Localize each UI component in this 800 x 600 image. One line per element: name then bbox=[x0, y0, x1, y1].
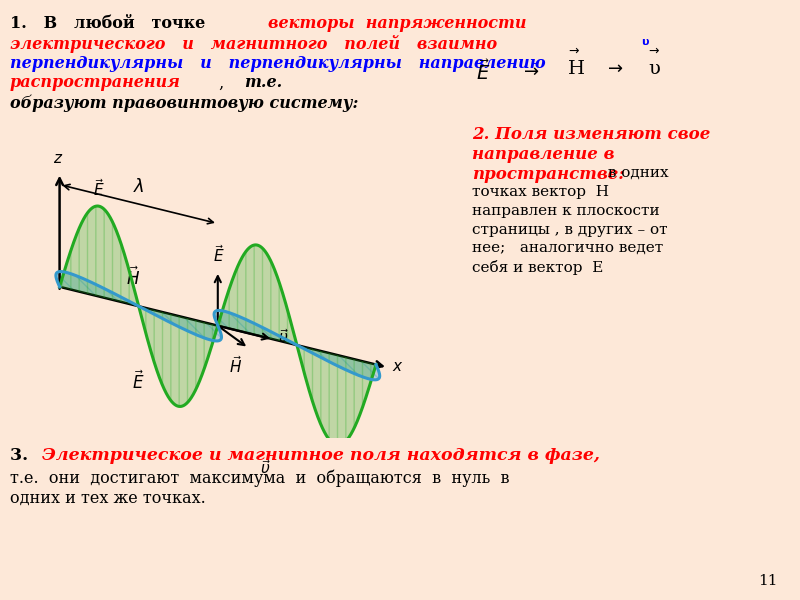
Text: Электрическое и магнитное поля находятся в фазе,: Электрическое и магнитное поля находятся… bbox=[42, 447, 599, 464]
Text: 1.   В   любой   точке: 1. В любой точке bbox=[10, 15, 216, 32]
Text: перпендикулярны   и   перпендикулярны   направлению: перпендикулярны и перпендикулярны направ… bbox=[10, 55, 546, 71]
Text: направлен к плоскости: направлен к плоскости bbox=[472, 204, 660, 218]
Text: x: x bbox=[392, 359, 401, 374]
Text: υ: υ bbox=[648, 60, 660, 78]
Text: $\vec{υ}$: $\vec{υ}$ bbox=[278, 328, 290, 346]
Polygon shape bbox=[59, 206, 138, 306]
Text: страницы , в других – от: страницы , в других – от bbox=[472, 223, 668, 236]
Text: т.е.: т.е. bbox=[244, 74, 282, 91]
Text: векторы  напряженности: векторы напряженности bbox=[268, 15, 526, 32]
Polygon shape bbox=[218, 245, 297, 345]
Text: пространстве:: пространстве: bbox=[472, 166, 625, 182]
Text: 3.: 3. bbox=[10, 447, 34, 464]
Polygon shape bbox=[214, 310, 297, 345]
Text: одних и тех же точках.: одних и тех же точках. bbox=[10, 490, 206, 507]
Text: $\vec{E}$: $\vec{E}$ bbox=[213, 244, 225, 265]
Text: λ: λ bbox=[134, 178, 144, 196]
Text: распространения: распространения bbox=[10, 74, 181, 91]
Text: →: → bbox=[648, 45, 658, 58]
Text: H: H bbox=[568, 60, 585, 78]
Text: →: → bbox=[608, 60, 623, 78]
Text: т.е.  они  достигают  максимума  и  обращаются  в  нуль  в: т.е. они достигают максимума и обращаютс… bbox=[10, 469, 509, 487]
Text: $\vec{E}$: $\vec{E}$ bbox=[94, 178, 105, 199]
Text: электрического   и   магнитного   полей   взаимно: электрического и магнитного полей взаимн… bbox=[10, 35, 497, 53]
Text: υ: υ bbox=[642, 37, 649, 47]
Text: направление в: направление в bbox=[472, 146, 614, 163]
Text: $\vec{E}$: $\vec{E}$ bbox=[476, 60, 490, 84]
Text: нее;   аналогично ведет: нее; аналогично ведет bbox=[472, 241, 663, 255]
Text: →: → bbox=[524, 63, 539, 81]
Text: ,: , bbox=[214, 74, 240, 91]
Text: $\vec{E}$: $\vec{E}$ bbox=[133, 370, 145, 392]
Text: $\vec{H}$: $\vec{H}$ bbox=[229, 355, 242, 376]
Text: →: → bbox=[568, 45, 578, 58]
Text: 2. Поля изменяют свое: 2. Поля изменяют свое bbox=[472, 126, 710, 143]
Text: 11: 11 bbox=[758, 574, 778, 588]
Text: z: z bbox=[54, 151, 62, 166]
Text: образуют правовинтовую систему:: образуют правовинтовую систему: bbox=[10, 94, 358, 112]
Text: $\vec{υ}$: $\vec{υ}$ bbox=[260, 459, 270, 476]
Polygon shape bbox=[297, 345, 380, 380]
Polygon shape bbox=[56, 272, 138, 306]
Text: в одних: в одних bbox=[603, 166, 669, 179]
Polygon shape bbox=[138, 306, 218, 406]
Text: точках вектор  H: точках вектор H bbox=[472, 185, 609, 199]
Text: себя и вектор  E: себя и вектор E bbox=[472, 260, 603, 275]
Polygon shape bbox=[297, 345, 376, 445]
Polygon shape bbox=[138, 306, 222, 341]
Text: $\vec{H}$: $\vec{H}$ bbox=[126, 266, 140, 289]
